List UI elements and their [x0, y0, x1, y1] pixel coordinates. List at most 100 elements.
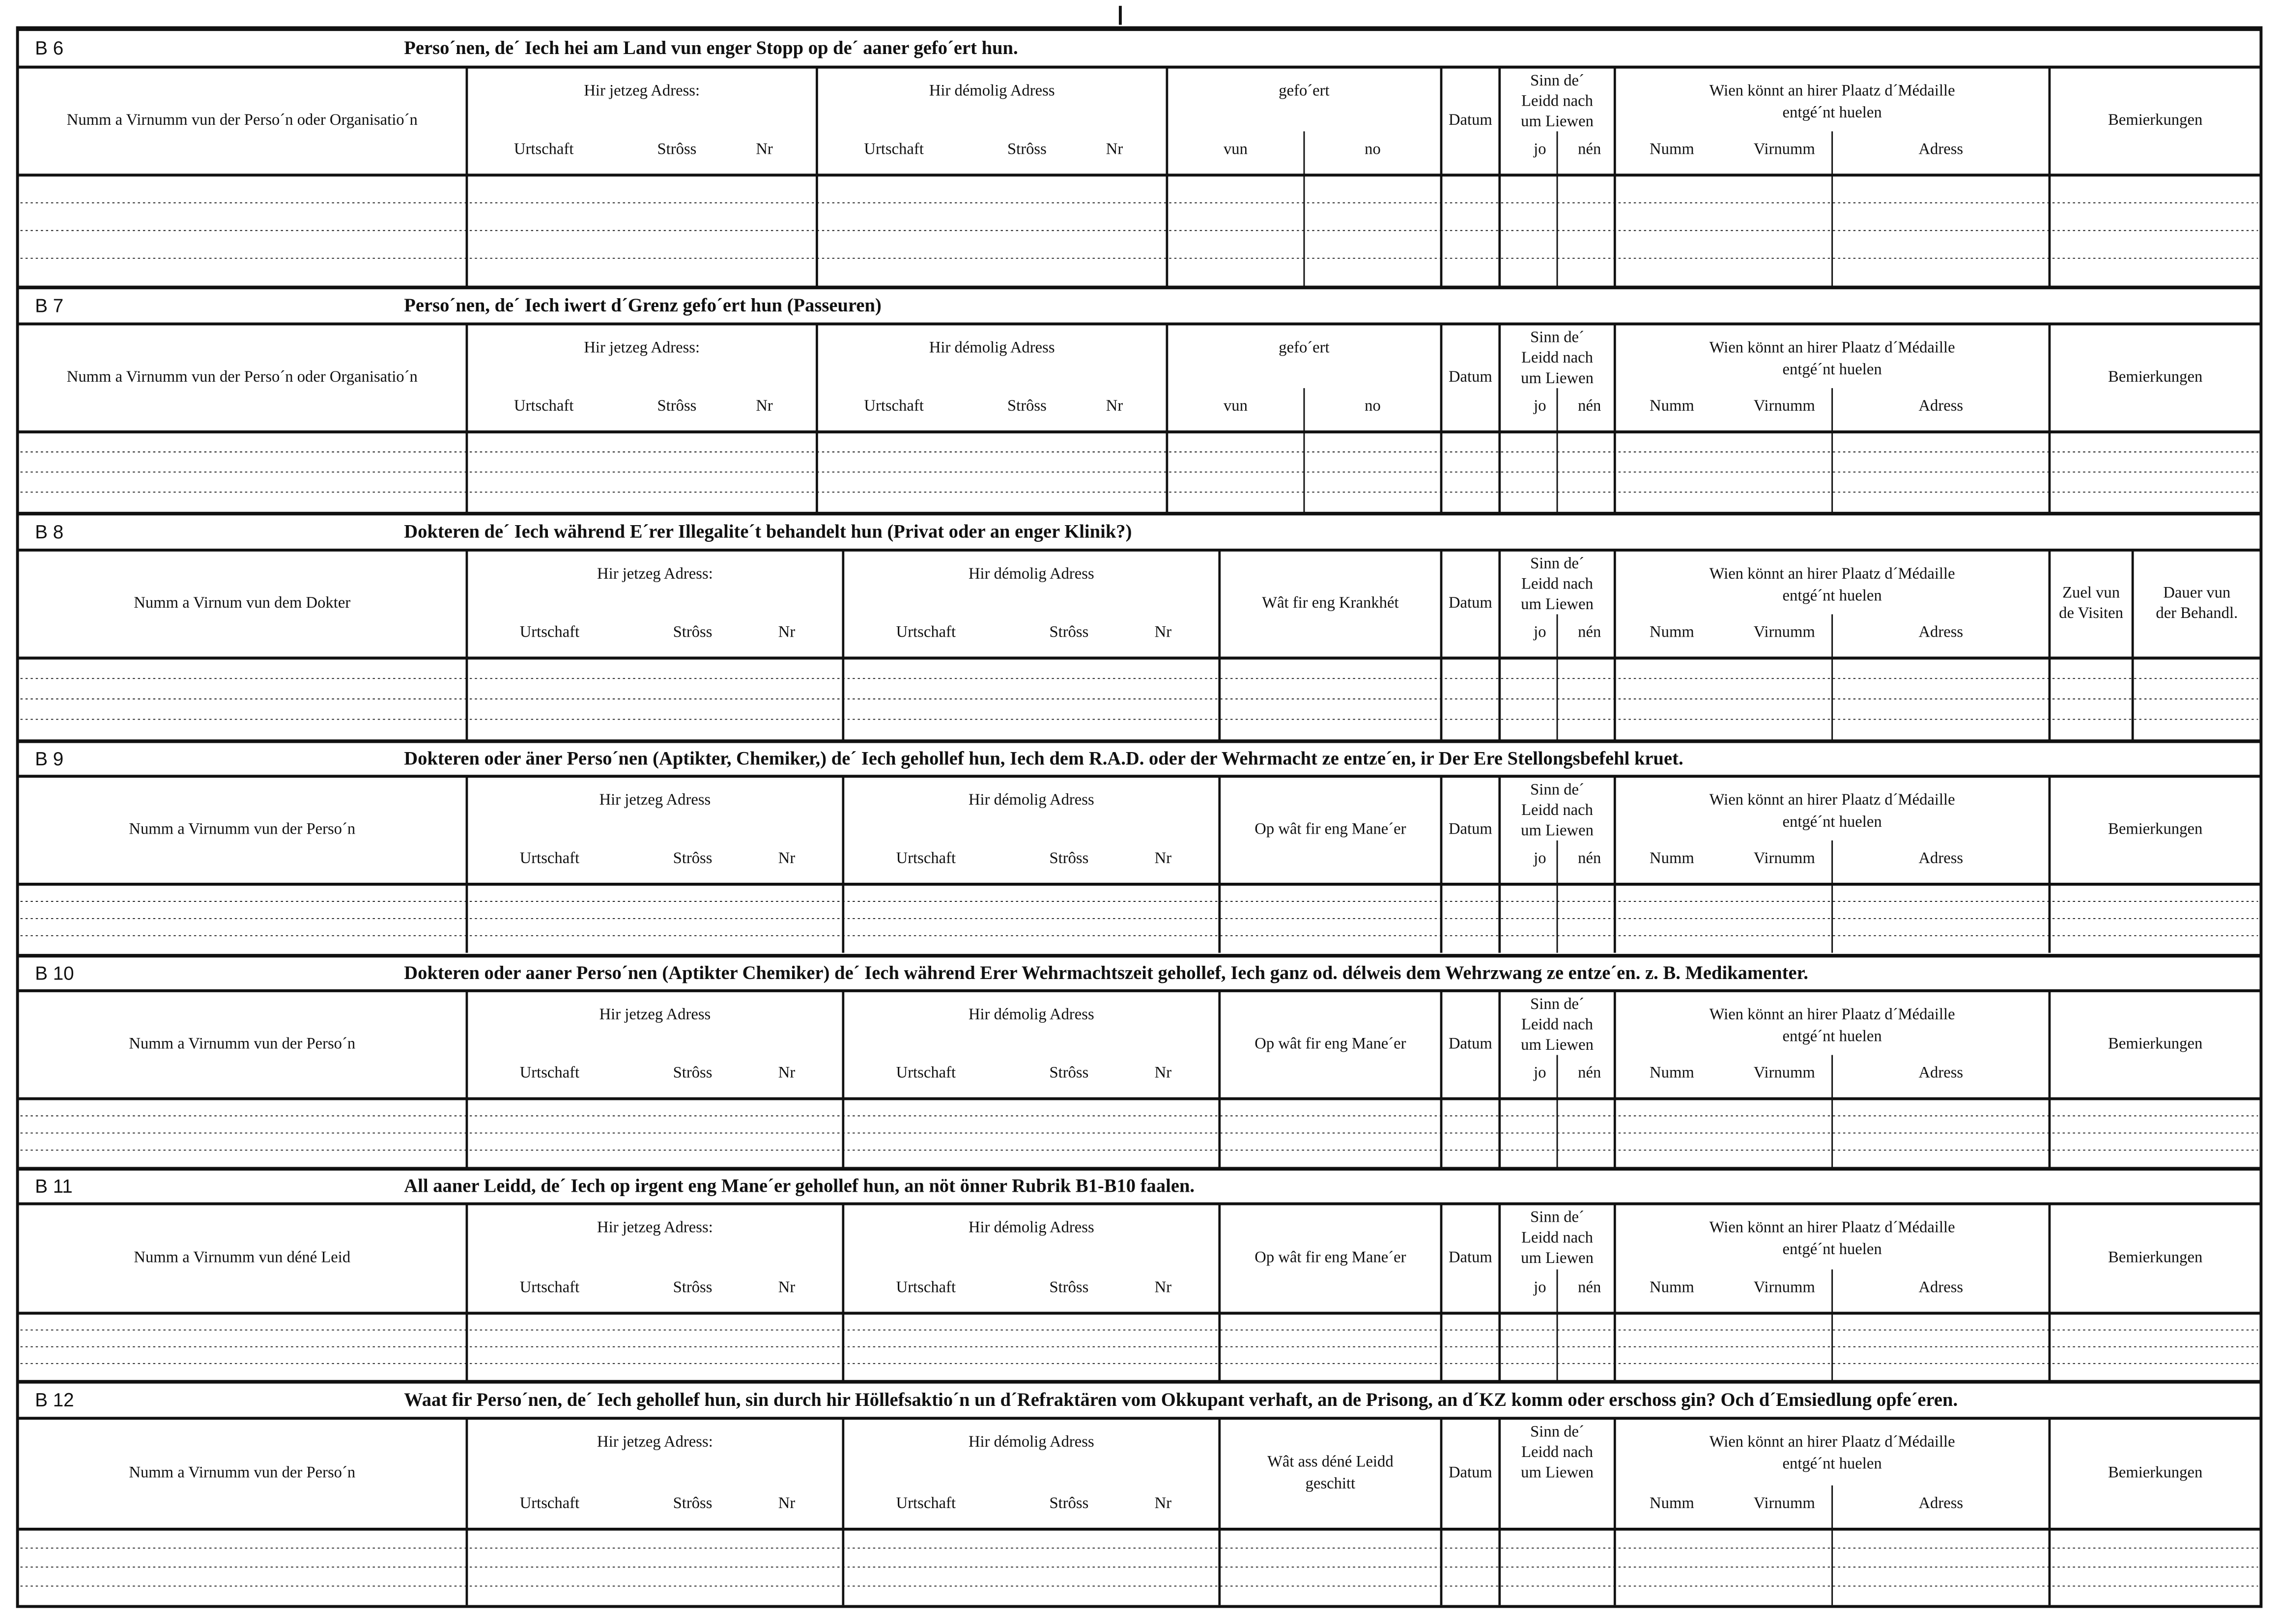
- column-subheader: Numm: [1650, 397, 1694, 415]
- column-subheader: Urtschaft: [520, 849, 579, 867]
- column-subheader: Virnumm: [1754, 140, 1815, 158]
- column-header: Hir démolig Adress: [969, 1006, 1094, 1023]
- column-header: Datum: [1449, 594, 1492, 612]
- column-header: Bemierkungen: [2108, 820, 2202, 838]
- column-header: Op wât fir eng Mane´er: [1254, 1035, 1406, 1052]
- column-subheader: Nr: [778, 1494, 796, 1512]
- column-header: Wât ass déné Leidd: [1267, 1453, 1394, 1470]
- column-header: gefo´ert: [1279, 82, 1329, 100]
- column-header: um Liewen: [1521, 112, 1594, 130]
- column-header: Hir jetzeg Adress:: [597, 1433, 713, 1451]
- column-subheader: Nr: [778, 623, 796, 641]
- section-code: B 8: [35, 522, 63, 543]
- column-subheader: jo: [1533, 140, 1546, 158]
- column-subheader: Urtschaft: [896, 1064, 956, 1082]
- column-subheader: Virnumm: [1754, 623, 1815, 641]
- column-header: Bemierkungen: [2108, 1035, 2202, 1052]
- column-subheader: Strôss: [673, 1064, 712, 1082]
- column-subheader: Strôss: [1050, 849, 1089, 867]
- column-subheader: Strôss: [1050, 623, 1089, 641]
- column-subheader: Urtschaft: [514, 397, 573, 415]
- column-header: Hir jetzeg Adress:: [597, 1219, 713, 1236]
- column-header: Wien könnt an hirer Plaatz d´Médaille: [1710, 338, 1955, 356]
- column-subheader: Adress: [1918, 140, 1963, 158]
- column-header: Hir démolig Adress: [969, 1219, 1094, 1236]
- column-subheader: Virnumm: [1754, 849, 1815, 867]
- column-header: Hir démolig Adress: [969, 1433, 1094, 1451]
- column-subheader: Urtschaft: [864, 140, 923, 158]
- column-subheader: Virnumm: [1754, 1278, 1815, 1296]
- column-subheader: Strôss: [673, 849, 712, 867]
- column-header: Sinn de´: [1530, 995, 1584, 1013]
- column-subheader: nén: [1578, 623, 1601, 641]
- column-subheader: Nr: [1155, 1494, 1172, 1512]
- column-header: um Liewen: [1521, 1249, 1594, 1267]
- column-header: um Liewen: [1521, 369, 1594, 387]
- column-header: Sinn de´: [1530, 72, 1584, 89]
- column-header: Hir jetzeg Adress:: [584, 82, 700, 100]
- column-header: entgé´nt huelen: [1783, 1240, 1882, 1258]
- column-subheader: Numm: [1650, 140, 1694, 158]
- column-subheader: Adress: [1918, 397, 1963, 415]
- column-header: Hir jetzeg Adress:: [584, 338, 700, 356]
- column-subheader: nén: [1578, 397, 1601, 415]
- section-code: B 10: [35, 963, 74, 984]
- column-subheader: Urtschaft: [896, 849, 956, 867]
- column-header: Datum: [1449, 820, 1492, 838]
- column-header: Datum: [1449, 1035, 1492, 1052]
- column-header: entgé´nt huelen: [1783, 104, 1882, 121]
- column-header: Sinn de´: [1530, 1208, 1584, 1226]
- section-title: Dokteren de´ Iech während E´rer Illegali…: [404, 522, 1132, 542]
- column-header: Numm a Virnumm vun der Perso´n: [129, 820, 355, 838]
- column-subheader: Virnumm: [1754, 397, 1815, 415]
- column-header: Wien könnt an hirer Plaatz d´Médaille: [1710, 1433, 1955, 1451]
- column-subheader: vun: [1224, 397, 1248, 415]
- column-header: de Visiten: [2059, 604, 2123, 622]
- column-subheader: Nr: [1155, 1064, 1172, 1082]
- column-header: Wien könnt an hirer Plaatz d´Médaille: [1710, 1219, 1955, 1236]
- column-subheader: Strôss: [657, 397, 697, 415]
- column-subheader: jo: [1533, 849, 1546, 867]
- column-header: Zuel vun: [2062, 584, 2120, 601]
- column-subheader: Strôss: [673, 1494, 712, 1512]
- column-subheader: Urtschaft: [520, 1494, 579, 1512]
- column-subheader: Numm: [1650, 849, 1694, 867]
- column-subheader: Urtschaft: [520, 623, 579, 641]
- section-title: Dokteren oder aaner Perso´nen (Aptikter …: [404, 963, 1808, 983]
- column-header: Leidd nach: [1521, 575, 1593, 593]
- column-header: Leidd nach: [1521, 801, 1593, 819]
- column-header: geschitt: [1306, 1475, 1356, 1492]
- column-subheader: no: [1365, 140, 1381, 158]
- column-subheader: Strôss: [1050, 1278, 1089, 1296]
- column-subheader: Numm: [1650, 1494, 1694, 1512]
- column-subheader: Nr: [1106, 397, 1123, 415]
- column-header: Op wât fir eng Mane´er: [1254, 820, 1406, 838]
- section-title: Dokteren oder äner Perso´nen (Aptikter, …: [404, 748, 1683, 769]
- column-header: Sinn de´: [1530, 329, 1584, 346]
- section-title: Waat fir Perso´nen, de´ Iech gehollef hu…: [404, 1390, 1958, 1410]
- column-header: entgé´nt huelen: [1783, 1455, 1882, 1473]
- section-code: B 12: [35, 1390, 74, 1411]
- column-header: Bemierkungen: [2108, 1464, 2202, 1482]
- column-header: Numm a Virnum vun dem Dokter: [134, 594, 350, 612]
- column-header: Hir démolig Adress: [929, 82, 1055, 100]
- column-header: um Liewen: [1521, 595, 1594, 613]
- column-subheader: Virnumm: [1754, 1064, 1815, 1082]
- column-subheader: Virnumm: [1754, 1494, 1815, 1512]
- column-subheader: Urtschaft: [520, 1064, 579, 1082]
- column-header: Datum: [1449, 1248, 1492, 1266]
- column-subheader: Urtschaft: [896, 1494, 956, 1512]
- column-header: Leidd nach: [1521, 1443, 1593, 1461]
- column-subheader: Strôss: [657, 140, 697, 158]
- column-subheader: nén: [1578, 1278, 1601, 1296]
- column-subheader: Nr: [1155, 623, 1172, 641]
- column-subheader: Numm: [1650, 623, 1694, 641]
- column-header: Numm a Virnumm vun déné Leid: [134, 1248, 350, 1266]
- column-subheader: Adress: [1918, 849, 1963, 867]
- column-header: Leidd nach: [1521, 92, 1593, 110]
- column-header: Bemierkungen: [2108, 1248, 2202, 1266]
- column-subheader: Adress: [1918, 1064, 1963, 1082]
- column-header: Numm a Virnumm vun der Perso´n: [129, 1035, 355, 1052]
